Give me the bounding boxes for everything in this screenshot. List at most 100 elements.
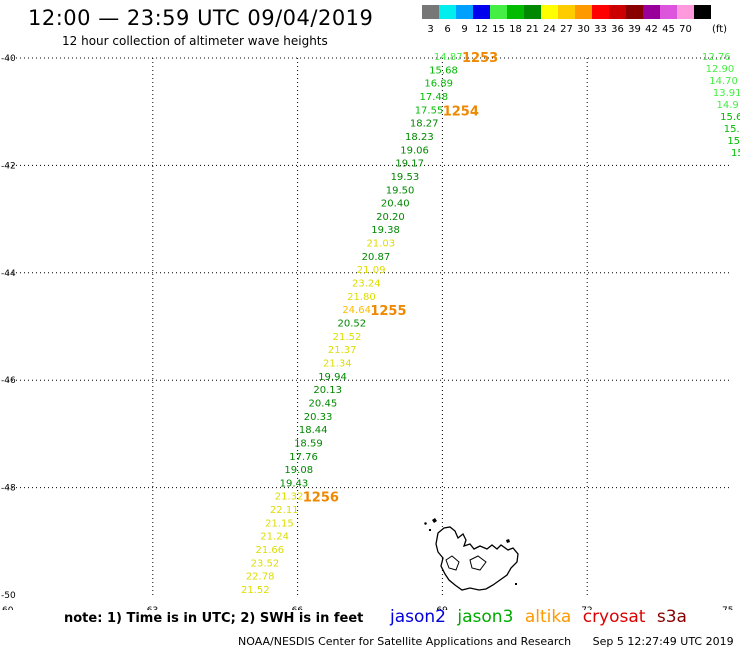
legend-label: 30 (577, 24, 590, 35)
wave-height-label: 20.33 (304, 412, 333, 423)
legend-label: 24 (543, 24, 556, 35)
legend-label: 12 (475, 24, 488, 35)
time-marker: 1255 (370, 304, 406, 319)
legend-swatch (473, 5, 490, 19)
satellite-legend: jason2 jason3 altika cryosat s3a (390, 607, 693, 627)
wave-height-label: 21.34 (323, 358, 352, 369)
wave-height-label: 20.40 (381, 199, 410, 210)
legend-swatch (422, 5, 439, 19)
lat-lon-grid (8, 57, 732, 595)
wave-height-label: 21.52 (241, 585, 270, 596)
lat-tick-label: -48 (1, 484, 16, 494)
wave-height-label: 22.11 (270, 505, 299, 516)
wave-height-label: 20.13 (313, 385, 342, 396)
wave-height-label: 21.09 (357, 265, 386, 276)
legend-label: 70 (679, 24, 692, 35)
legend-label: 21 (526, 24, 539, 35)
lon-tick-label: 60 (2, 606, 14, 610)
lat-tick-label: -46 (1, 376, 16, 386)
legend-label: 27 (560, 24, 573, 35)
footer: NOAA/NESDIS Center for Satellite Applica… (238, 635, 734, 648)
legend-swatch (626, 5, 643, 19)
wave-height-label: 20.45 (309, 398, 338, 409)
wave-height-label: 19.06 (400, 145, 429, 156)
wave-height-label: 18.23 (405, 132, 434, 143)
lon-tick-label: 75 (722, 606, 733, 610)
legend-swatch (456, 5, 473, 19)
altimeter-track: 14.87 15.68 16.89 17.48 17.55 18.27 18.23 19.06… (241, 51, 740, 596)
legend-swatch (490, 5, 507, 19)
wave-height-label-east: 12.76 (702, 52, 731, 63)
altimeter-map: 60 63 66 69 72 75 -40 -42 -44 -46 -48 -50 14.87 15.6… (1, 51, 740, 610)
lon-tick-label: 72 (581, 606, 592, 610)
wave-height-label: 18.27 (410, 119, 439, 130)
axis-labels: 60 63 66 69 72 75 -40 -42 -44 -46 -48 -50 (1, 54, 733, 610)
lon-tick-label: 66 (292, 606, 304, 610)
legend-label: 33 (594, 24, 607, 35)
lon-tick-label: 69 (436, 606, 448, 610)
wave-height-label: 19.17 (395, 159, 424, 170)
footer-timestamp: Sep 5 12:27:49 UTC 2019 (592, 635, 734, 648)
wave-height-label: 17.55 (415, 105, 444, 116)
wave-height-label: 21.15 (265, 518, 294, 529)
wave-height-color-legend: 3 6 9 12 15 18 21 24 27 30 33 36 39 42 45 70 (ft) (422, 5, 727, 35)
wave-height-label: 19.38 (371, 225, 400, 236)
footer-credit: NOAA/NESDIS Center for Satellite Applica… (238, 635, 572, 648)
wave-height-label: 19.43 (280, 478, 309, 489)
wave-height-label: 21.66 (255, 545, 284, 556)
legend-unit: (ft) (712, 24, 727, 35)
lat-tick-label: -40 (1, 54, 16, 64)
legend-label: 6 (444, 24, 450, 35)
legend-label: 9 (461, 24, 467, 35)
legend-swatch (439, 5, 456, 19)
wave-height-label: 20.87 (362, 252, 391, 263)
wave-height-label: 24.64 (342, 305, 371, 316)
wave-height-label: 21.03 (366, 239, 395, 250)
satellite-jason2: jason2 (390, 607, 446, 627)
wave-height-label: 18.59 (294, 438, 323, 449)
wave-height-label: 23.52 (251, 558, 280, 569)
legend-label: 18 (509, 24, 522, 35)
satellite-s3a: s3a (656, 607, 687, 627)
wave-height-label-east: 15.6 (720, 112, 740, 123)
wave-height-label-east: 12.90 (706, 64, 735, 75)
map-subtitle: 12 hour collection of altimeter wave hei… (62, 34, 328, 48)
wave-height-label-east: 15. (724, 124, 740, 135)
time-marker: 1256 (303, 491, 339, 506)
wave-height-label-east: 14.9 (717, 100, 739, 111)
wave-height-label: 21.32 (275, 492, 304, 503)
wave-height-label: 19.50 (386, 185, 415, 196)
legend-label: 42 (645, 24, 658, 35)
lat-tick-label: -50 (1, 591, 16, 601)
satellite-altika: altika (524, 607, 572, 627)
legend-label: 36 (611, 24, 624, 35)
wave-height-label: 21.52 (333, 332, 362, 343)
legend-swatch (694, 5, 711, 19)
wave-height-label: 21.80 (347, 292, 376, 303)
wave-height-label-east: 13.91 (713, 88, 740, 99)
map-title: 12:00 — 23:59 UTC 09/04/2019 (28, 6, 374, 30)
wave-height-label: 19.94 (318, 372, 347, 383)
legend-swatch (575, 5, 592, 19)
wave-height-label-east: 15 (727, 136, 740, 147)
wave-height-label: 14.87 (434, 52, 463, 63)
satellite-jason3: jason3 (457, 607, 514, 627)
wave-height-label: 21.24 (260, 532, 289, 543)
legend-label: 15 (492, 24, 505, 35)
legend-swatch (558, 5, 575, 19)
satellite-cryosat: cryosat (582, 607, 646, 627)
lon-tick-label: 63 (147, 606, 158, 610)
legend-label: 45 (662, 24, 675, 35)
wave-height-label: 20.20 (376, 212, 405, 223)
legend-swatch (592, 5, 609, 19)
time-marker: 1254 (443, 104, 479, 119)
legend-label: 39 (628, 24, 641, 35)
wave-height-label: 15.68 (429, 65, 458, 76)
wave-height-label: 22.78 (246, 572, 275, 583)
wave-height-label: 23.24 (352, 279, 381, 290)
wave-height-label: 19.53 (391, 172, 420, 183)
legend-swatch (643, 5, 660, 19)
time-marker: 1253 (462, 51, 498, 66)
wave-height-label: 20.52 (338, 319, 367, 330)
lat-tick-label: -44 (1, 269, 16, 279)
